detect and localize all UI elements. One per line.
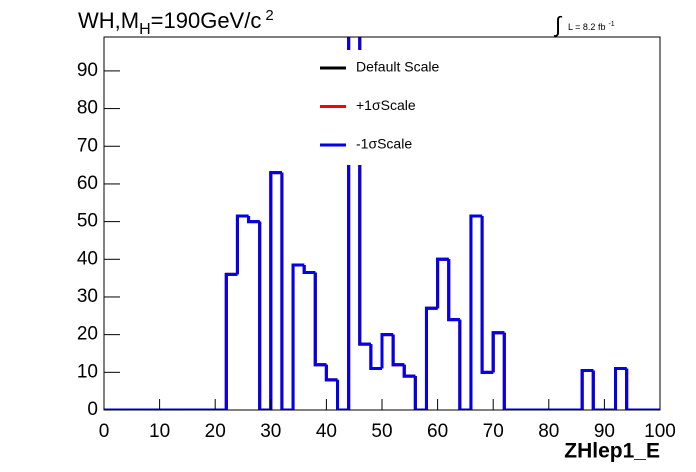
legend-label: -1σScale (356, 136, 412, 152)
x-tick-label: 50 (371, 421, 392, 442)
x-tick-label: 80 (538, 421, 559, 442)
title-main: WH,M (78, 8, 139, 33)
histogram-bin (291, 263, 305, 410)
histogram-bin (302, 264, 316, 274)
x-tick-label: 70 (483, 421, 504, 442)
x-axis-label: ZHlep1_E (564, 440, 660, 463)
histogram-bin (247, 215, 260, 224)
legend-label: Default Scale (356, 59, 439, 75)
lumi: L = 8.2 fb -1 (568, 21, 615, 33)
histogram-bin (413, 376, 427, 410)
x-tick-label: 10 (149, 421, 170, 442)
y-tick-label: 80 (77, 98, 98, 119)
histogram-bin (258, 221, 271, 410)
histogram-bin (336, 379, 349, 410)
histogram-bin (447, 259, 460, 322)
x-tick-label: 60 (427, 421, 448, 442)
lumi-sup: -1 (608, 21, 614, 28)
histogram-bin (280, 172, 294, 410)
y-tick-label: 40 (77, 248, 98, 269)
y-tick-label: 90 (77, 60, 98, 81)
x-tick-label: 20 (205, 421, 226, 442)
histogram-bin (491, 331, 505, 373)
histogram-bin (380, 333, 394, 369)
histogram-bin (424, 306, 438, 410)
histogram-bin (458, 319, 471, 410)
histogram-bin (324, 364, 338, 382)
histogram-bin (614, 367, 627, 410)
histogram-bin (625, 368, 638, 410)
histogram-bin (313, 272, 327, 367)
lumi-text: L = 8.2 fb (568, 22, 605, 32)
x-tick-label: 0 (99, 421, 110, 442)
y-tick-label: 30 (77, 286, 98, 307)
histogram-bin (402, 364, 416, 378)
y-tick-label: 70 (77, 135, 98, 156)
chart-title: WH,MH=190GeV/c 2 (78, 7, 274, 38)
title-sup: 2 (265, 7, 273, 24)
histogram-bin (580, 368, 594, 410)
x-tick-label: 100 (644, 421, 676, 442)
histogram-bin (502, 332, 516, 410)
title-rest: =190GeV/c (151, 8, 262, 33)
histogram-bin (224, 272, 238, 410)
title-sub: H (139, 21, 151, 38)
y-tick-label: 0 (87, 399, 98, 420)
legend-label: +1σScale (356, 97, 416, 113)
x-tick-label: 40 (316, 421, 337, 442)
histogram-bin (269, 171, 282, 410)
histogram-bin (436, 257, 449, 309)
y-tick-label: 50 (77, 211, 98, 232)
histogram-bin (591, 370, 605, 410)
x-tick-label: 30 (260, 421, 281, 442)
x-tick-label: 90 (594, 421, 615, 442)
y-tick-label: 60 (77, 173, 98, 194)
y-tick-label: 20 (77, 324, 98, 345)
histogram-bin (469, 214, 483, 410)
y-tick-label: 10 (77, 361, 98, 382)
lumi-integral: ∫ (553, 12, 563, 37)
histogram-bin (480, 215, 494, 374)
histogram-bin (347, 37, 351, 410)
histogram-bin (391, 334, 405, 367)
histogram-bin (369, 344, 382, 371)
histogram-bin (235, 214, 249, 275)
